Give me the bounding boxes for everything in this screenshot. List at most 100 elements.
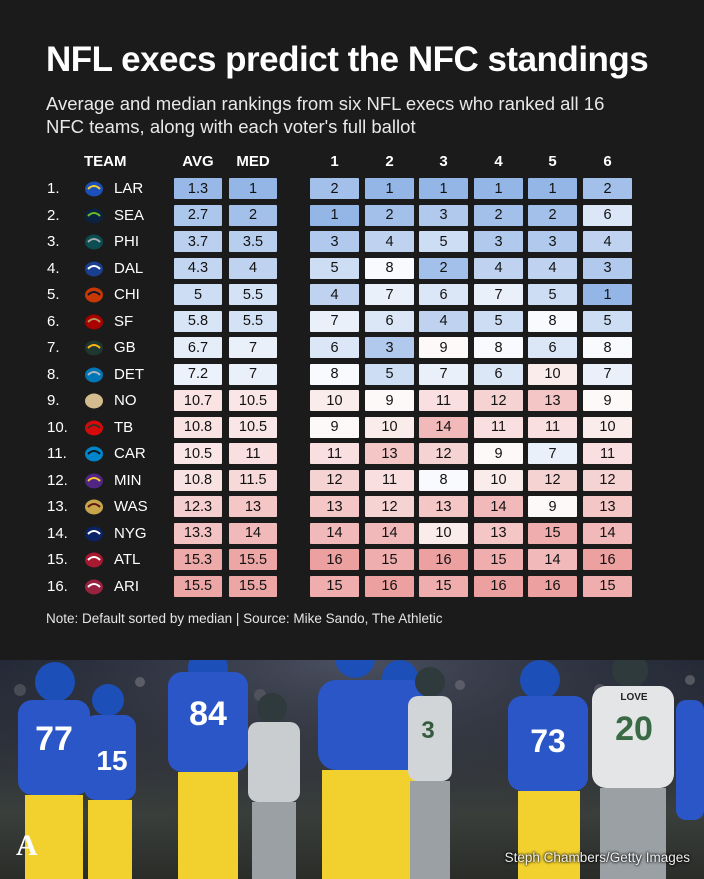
- ballot-cell-voter-4: 9: [474, 443, 523, 464]
- median-cell: 5.5: [229, 310, 277, 332]
- ballot-cell-voter-1: 6: [310, 337, 359, 358]
- avg-cell: 4.3: [174, 257, 222, 279]
- ballot-cell-voter-4: 14: [474, 496, 523, 517]
- players-illustration: 77 15 84 3: [0, 660, 704, 879]
- ballot-cell-voter-2: 8: [365, 257, 414, 279]
- median-cell: 5.5: [229, 284, 277, 305]
- row-rank: 14.: [47, 524, 68, 542]
- ballot-cell-voter-6: 2: [583, 178, 632, 199]
- lions-icon: [84, 366, 104, 384]
- avg-cell: 10.7: [174, 390, 222, 411]
- ballot-cell-voter-5: 3: [528, 231, 577, 252]
- saints-icon: [84, 392, 104, 410]
- ballot-cell-voter-6: 11: [583, 443, 632, 464]
- ballot-cell-voter-4: 10: [474, 469, 523, 491]
- avg-cell: 6.7: [174, 337, 222, 358]
- ballot-cell-voter-6: 7: [583, 363, 632, 385]
- ballot-cell-voter-2: 13: [365, 443, 414, 464]
- ballot-cell-voter-4: 6: [474, 363, 523, 385]
- row-rank: 4.: [47, 259, 60, 277]
- ballot-cell-voter-2: 1: [365, 178, 414, 199]
- ballot-cell-voter-1: 15: [310, 575, 359, 597]
- avg-cell: 10.5: [174, 443, 222, 464]
- ballot-cell-voter-1: 16: [310, 549, 359, 570]
- svg-text:77: 77: [35, 720, 73, 758]
- avg-cell: 5: [174, 284, 222, 305]
- giants-icon: [84, 525, 104, 543]
- median-cell: 13: [229, 496, 277, 517]
- ballot-cell-voter-6: 1: [583, 284, 632, 305]
- ballot-cell-voter-4: 2: [474, 204, 523, 226]
- chart-subtitle: Average and median rankings from six NFL…: [46, 93, 605, 137]
- ballot-cell-voter-5: 2: [528, 204, 577, 226]
- ballot-cell-voter-6: 6: [583, 204, 632, 226]
- ballot-cell-voter-6: 10: [583, 416, 632, 438]
- ballot-cell-voter-1: 12: [310, 469, 359, 491]
- row-rank: 16.: [47, 577, 68, 595]
- ballot-cell-voter-1: 7: [310, 310, 359, 332]
- row-rank: 11.: [47, 445, 67, 462]
- ballot-cell-voter-4: 8: [474, 337, 523, 358]
- team-abbr: CAR: [114, 445, 146, 462]
- ballot-cell-voter-3: 11: [419, 390, 468, 411]
- ballot-cell-voter-4: 16: [474, 575, 523, 597]
- ballot-cell-voter-5: 5: [528, 284, 577, 305]
- eagles-icon: [84, 233, 104, 251]
- ballot-cell-voter-3: 1: [419, 178, 468, 199]
- ballot-cell-voter-2: 10: [365, 416, 414, 438]
- ballot-cell-voter-2: 5: [365, 363, 414, 385]
- avg-cell: 7.2: [174, 363, 222, 385]
- ballot-cell-voter-5: 4: [528, 257, 577, 279]
- ballot-cell-voter-5: 11: [528, 416, 577, 438]
- median-cell: 15.5: [229, 575, 277, 597]
- median-cell: 2: [229, 204, 277, 226]
- header-voter-3: 3: [439, 153, 448, 170]
- player-77: 77: [18, 662, 90, 879]
- ballot-cell-voter-3: 9: [419, 337, 468, 358]
- row-rank: 6.: [47, 312, 60, 330]
- ballot-cell-voter-3: 7: [419, 363, 468, 385]
- row-rank: 7.: [47, 339, 60, 356]
- median-cell: 10.5: [229, 390, 277, 411]
- ballot-cell-voter-6: 13: [583, 496, 632, 517]
- team-abbr: NO: [114, 392, 137, 409]
- ballot-cell-voter-3: 10: [419, 522, 468, 544]
- ballot-cell-voter-1: 9: [310, 416, 359, 438]
- ballot-cell-voter-5: 8: [528, 310, 577, 332]
- ballot-cell-voter-4: 5: [474, 310, 523, 332]
- ballot-cell-voter-1: 2: [310, 178, 359, 199]
- ballot-cell-voter-6: 16: [583, 549, 632, 570]
- row-rank: 13.: [47, 498, 68, 515]
- ballot-cell-voter-3: 15: [419, 575, 468, 597]
- ballot-cell-voter-1: 10: [310, 390, 359, 411]
- team-abbr: PHI: [114, 233, 140, 250]
- median-cell: 7: [229, 337, 277, 358]
- ballot-cell-voter-5: 14: [528, 549, 577, 570]
- header-med: MED: [236, 153, 270, 170]
- row-rank: 8.: [47, 365, 60, 383]
- svg-text:15: 15: [96, 745, 127, 776]
- bears-icon: [84, 286, 104, 304]
- row-rank: 15.: [47, 551, 68, 568]
- player-15: 15: [84, 684, 136, 879]
- ballot-cell-voter-3: 5: [419, 231, 468, 252]
- ballot-cell-voter-3: 13: [419, 496, 468, 517]
- ballot-cell-voter-5: 12: [528, 469, 577, 491]
- player-seahawks-3: 3: [408, 667, 452, 879]
- ballot-cell-voter-4: 11: [474, 416, 523, 438]
- svg-text:20: 20: [615, 710, 653, 748]
- team-abbr: DET: [114, 365, 144, 383]
- header-voter-1: 1: [330, 153, 339, 170]
- ballot-cell-voter-5: 15: [528, 522, 577, 544]
- median-cell: 4: [229, 257, 277, 279]
- ballot-cell-voter-3: 3: [419, 204, 468, 226]
- svg-text:73: 73: [530, 723, 566, 759]
- median-cell: 3.5: [229, 231, 277, 252]
- svg-text:84: 84: [189, 695, 227, 733]
- team-abbr: SEA: [114, 206, 145, 224]
- ballot-cell-voter-4: 7: [474, 284, 523, 305]
- panthers-icon: [84, 445, 104, 463]
- ballot-cell-voter-1: 8: [310, 363, 359, 385]
- row-rank: 10.: [47, 418, 68, 436]
- team-abbr: TB: [114, 418, 134, 436]
